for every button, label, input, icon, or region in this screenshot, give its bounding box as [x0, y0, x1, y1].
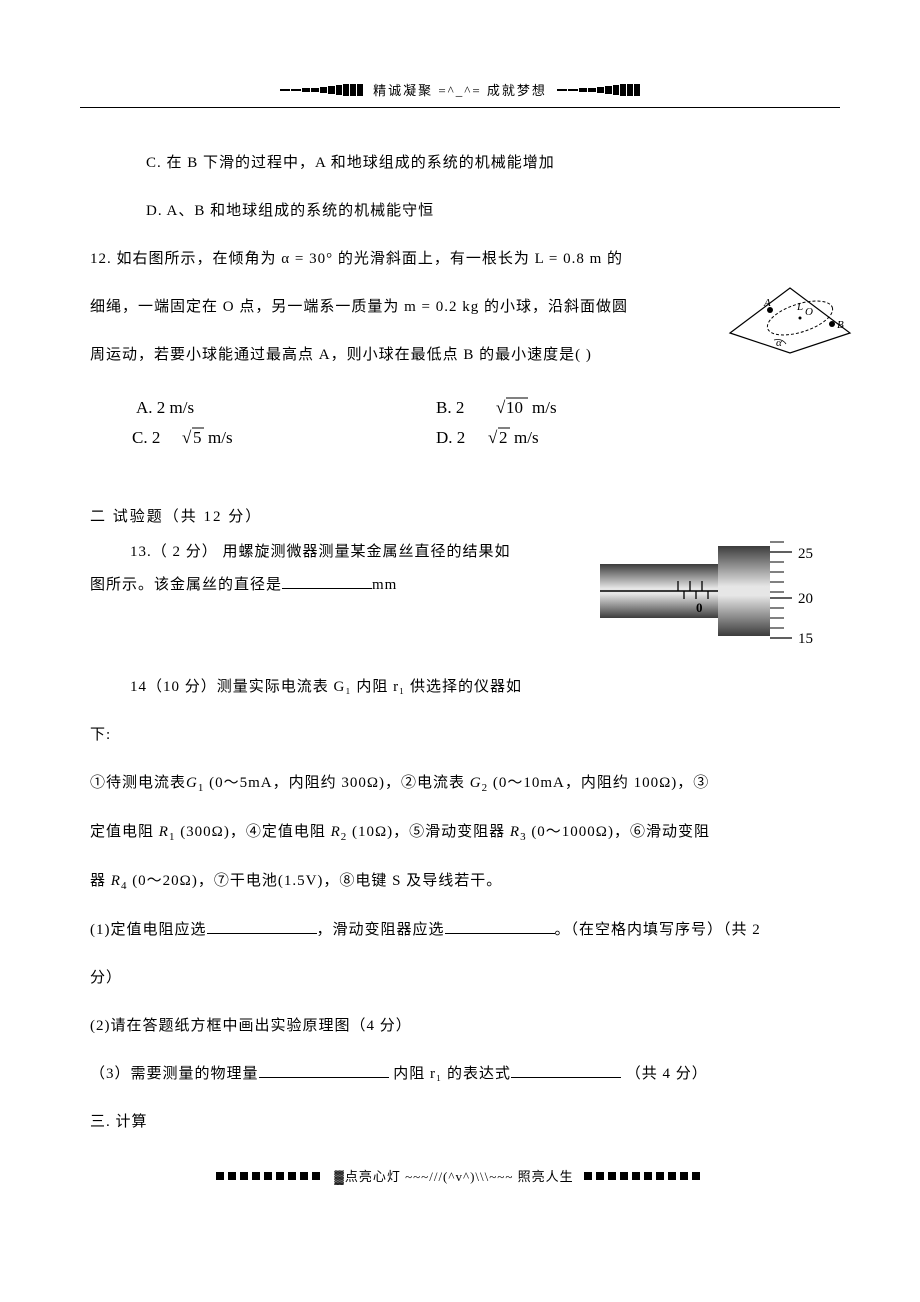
footer-text: ▓点亮心灯 ~~~///(^v^)\\\~~~ 照亮人生 — [334, 1166, 573, 1185]
svg-text:B. 2: B. 2 — [436, 398, 464, 417]
q14-below: 下: — [90, 720, 830, 750]
q14-sub3b: 内阻 r₁ 的表达式 — [389, 1066, 511, 1082]
q14-sub3c: （共 4 分） — [621, 1066, 708, 1082]
q14-line1: 14（10 分）测量实际电流表 G₁ 内阻 r₁ 供选择的仪器如 — [90, 672, 830, 702]
q14-l2a: ①待测电流表 — [90, 775, 186, 791]
opt-c: C. 2 √ 5 m/s — [132, 428, 233, 447]
thimble-label-25: 25 — [798, 546, 813, 562]
header-text: 精诚凝聚 =^_^= 成就梦想 — [373, 80, 547, 99]
footer: ▓点亮心灯 ~~~///(^v^)\\\~~~ 照亮人生 — [0, 1166, 920, 1185]
sym-r4: R — [111, 873, 121, 889]
footer-squares-left — [216, 1167, 324, 1185]
section3-title: 三. 计算 — [90, 1107, 830, 1137]
q12-stem-1: 12. 如右图所示，在倾角为 α = 30° 的光滑斜面上，有一根长为 L = … — [90, 244, 830, 274]
q14-sub3a: （3）需要测量的物理量 — [90, 1066, 259, 1082]
svg-text:2: 2 — [499, 428, 508, 447]
q12-options: A. 2 m/s B. 2 √ 10 m/s C. 2 √ 5 m/s D. 2… — [126, 388, 830, 463]
q12-block: 12. 如右图所示，在倾角为 α = 30° 的光滑斜面上，有一根长为 L = … — [90, 244, 830, 370]
diagram-label-a: A — [763, 297, 771, 309]
q11-option-d: D. A、B 和地球组成的系统的机械能守恒 — [90, 196, 830, 226]
thimble-label-15: 15 — [798, 631, 813, 646]
q14-g2spec: (0～10mA，内阻约 100Ω)，③ — [488, 775, 709, 791]
svg-text:m/s: m/s — [532, 398, 557, 417]
header-rule — [80, 107, 840, 108]
header-bars-left — [280, 84, 363, 96]
q14-blank2 — [445, 918, 555, 934]
diagram-label-b: B — [837, 319, 844, 331]
footer-squares-right — [584, 1167, 704, 1185]
q12-stem-2: 细绳，一端固定在 O 点，另一端系一质量为 m = 0.2 kg 的小球，沿斜面… — [90, 292, 830, 322]
diagram-label-o: O — [805, 306, 813, 318]
sym-g1: G — [186, 775, 198, 791]
q14-l3a: 定值电阻 — [90, 824, 159, 840]
q12-stem-3: 周运动，若要小球能通过最高点 A，则小球在最低点 B 的最小速度是( ) — [90, 340, 830, 370]
sleeve-label-0: 0 — [696, 600, 703, 615]
thimble-label-20: 20 — [798, 591, 813, 607]
q14-items-1: ①待测电流表G1 (0～5mA，内阻约 300Ω)，②电流表 G2 (0～10m… — [90, 768, 830, 799]
svg-text:C. 2: C. 2 — [132, 428, 160, 447]
q13-line1: 13.（ 2 分） 用螺旋测微器测量某金属丝直径的结果如 — [130, 544, 511, 560]
q14-r3spec: (0～1000Ω)，⑥滑动变阻 — [527, 824, 710, 840]
q11-option-c: C. 在 B 下滑的过程中，A 和地球组成的系统的机械能增加 — [90, 148, 830, 178]
q13-line2b: mm — [372, 577, 397, 593]
diagram-label-alpha: α — [776, 337, 782, 349]
q14-blank1 — [207, 918, 317, 934]
q14-sub3: （3）需要测量的物理量 内阻 r₁ 的表达式 （共 4 分） — [90, 1059, 830, 1089]
q14-sub1d: 分） — [90, 963, 830, 993]
sym-r3: R — [510, 824, 520, 840]
q14-l4a: 器 — [90, 873, 111, 889]
svg-text:m/s: m/s — [208, 428, 233, 447]
micrometer-diagram: 0 25 20 15 — [600, 536, 830, 646]
q14-r1spec: (300Ω)，④定值电阻 — [175, 824, 330, 840]
q13-block: 13.（ 2 分） 用螺旋测微器测量某金属丝直径的结果如 图所示。该金属丝的直径… — [90, 536, 830, 646]
svg-text:10: 10 — [506, 398, 523, 417]
sym-r2: R — [331, 824, 341, 840]
q14-sub1: (1)定值电阻应选 ，滑动变阻器应选 。（在空格内填写序号）（共 2 — [90, 915, 830, 945]
q14-blank3 — [259, 1062, 389, 1078]
q14-blank4 — [511, 1062, 621, 1078]
svg-text:√: √ — [488, 428, 498, 447]
header-bars-right — [557, 84, 640, 96]
opt-d: D. 2 √ 2 m/s — [436, 428, 539, 447]
sym-r1: R — [159, 824, 169, 840]
opt-a: A. 2 m/s — [136, 398, 194, 417]
q14-items-3: 器 R4 (0～20Ω)，⑦干电池(1.5V)，⑧电键 S 及导线若干。 — [90, 866, 830, 897]
q14-sub2: (2)请在答题纸方框中画出实验原理图（4 分） — [90, 1011, 830, 1041]
header-decoration: 精诚凝聚 =^_^= 成就梦想 — [90, 80, 830, 99]
q14-r2spec: (10Ω)，⑤滑动变阻器 — [347, 824, 510, 840]
svg-text:D. 2: D. 2 — [436, 428, 465, 447]
sym-g2: G — [470, 775, 482, 791]
svg-text:√: √ — [182, 428, 192, 447]
q13-line2a: 图所示。该金属丝的直径是 — [90, 577, 282, 593]
q14-g1spec: (0～5mA，内阻约 300Ω)，②电流表 — [204, 775, 469, 791]
q14-sub1c: 。（在空格内填写序号）（共 2 — [555, 922, 761, 938]
opt-b: B. 2 √ 10 m/s — [436, 398, 557, 417]
q14-items-2: 定值电阻 R1 (300Ω)，④定值电阻 R2 (10Ω)，⑤滑动变阻器 R3 … — [90, 817, 830, 848]
section2-title: 二 试验题（共 12 分） — [90, 505, 830, 526]
q14-sub1b: ，滑动变阻器应选 — [317, 922, 445, 938]
incline-diagram: A L O B α — [720, 278, 860, 358]
diagram-label-l: L — [796, 301, 803, 313]
q14-r4spec: (0～20Ω)，⑦干电池(1.5V)，⑧电键 S 及导线若干。 — [127, 873, 502, 889]
svg-text:m/s: m/s — [514, 428, 539, 447]
q14-line1-text: 14（10 分）测量实际电流表 G₁ 内阻 r₁ 供选择的仪器如 — [130, 679, 522, 695]
q13-blank — [282, 573, 372, 589]
q14-sub1a: (1)定值电阻应选 — [90, 922, 207, 938]
svg-text:5: 5 — [193, 428, 202, 447]
svg-text:√: √ — [496, 398, 506, 417]
